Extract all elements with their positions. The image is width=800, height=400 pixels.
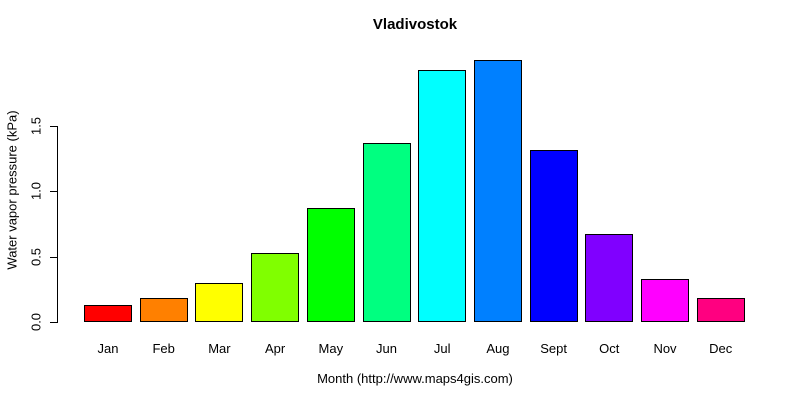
y-tick-mark [50, 322, 57, 323]
bar-nov [641, 278, 689, 322]
x-axis-label: Month (http://www.maps4gis.com) [317, 371, 513, 386]
bar-dec [696, 298, 745, 322]
x-tick-label-sept: Sept [540, 341, 567, 356]
y-tick-label: 0.5 [28, 247, 44, 266]
bar-jul [418, 70, 467, 322]
x-tick-label-jan: Jan [97, 341, 119, 356]
y-tick-label: 1.0 [28, 181, 44, 201]
bar-aug [473, 60, 522, 322]
chart-title: Vladivostok [372, 16, 458, 33]
y-tick-label: 0.0 [28, 312, 44, 332]
bar-feb [139, 298, 188, 322]
y-tick-label: 1.5 [28, 116, 44, 135]
bar-apr [251, 252, 300, 322]
x-tick-label-jul: Jul [433, 341, 451, 356]
x-tick-label-jun: Jun [376, 341, 397, 356]
x-tick-label-may: May [318, 341, 344, 356]
x-tick-label-mar: Mar [208, 341, 231, 356]
bar-jun [362, 142, 411, 322]
bar-jan [84, 304, 132, 322]
bar-sept [529, 150, 578, 322]
x-tick-label-dec: Dec [709, 341, 733, 356]
x-tick-label-nov: Nov [653, 341, 677, 356]
x-tick-label-oct: Oct [599, 341, 620, 356]
y-axis-line [57, 125, 58, 323]
x-tick-label-feb: Feb [152, 341, 175, 356]
bar-may [306, 208, 355, 322]
bar-mar [195, 282, 244, 322]
bar-oct [585, 234, 634, 322]
y-axis-label: Water vapor pressure (kPa) [4, 110, 20, 270]
x-tick-label-apr: Apr [264, 341, 286, 356]
y-tick-mark [50, 125, 57, 127]
y-tick-mark [50, 191, 57, 192]
x-tick-label-aug: Aug [486, 341, 510, 356]
y-tick-mark [50, 256, 57, 258]
